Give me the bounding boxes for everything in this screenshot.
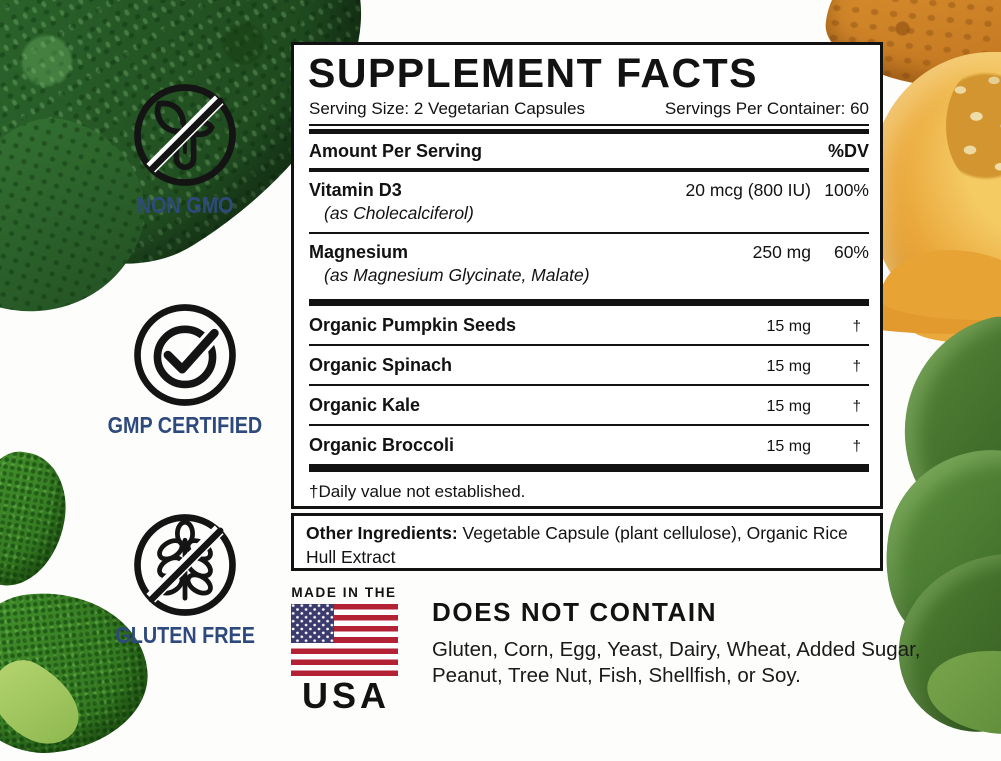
- ingredient-name: Organic Kale: [309, 395, 421, 416]
- badge-label: GMP CERTIFIED: [107, 412, 263, 438]
- servings-per-container: Servings Per Container: 60: [664, 99, 869, 119]
- does-not-contain-list: Gluten, Corn, Egg, Yeast, Dairy, Wheat, …: [432, 638, 921, 687]
- made-in-usa-badge: MADE IN THE USA: [284, 585, 404, 714]
- ingredient-dv: †: [852, 398, 861, 416]
- flag-canton: [290, 604, 334, 643]
- badge-non-gmo: NON GMO: [95, 78, 275, 219]
- broccoli-floret-photo: [0, 445, 76, 594]
- rule-medium: [309, 168, 869, 173]
- no-gmo-icon: [95, 78, 275, 192]
- serving-size: Serving Size: 2 Vegetarian Capsules: [309, 99, 585, 119]
- nutrient-amount: 20 mcg (800 IU): [685, 180, 811, 201]
- nutrient-amount: 250 mg: [752, 242, 811, 263]
- nutrient-name: Vitamin D3: [309, 180, 402, 201]
- rule-double: [309, 124, 869, 135]
- badge-label: GLUTEN FREE: [115, 622, 255, 648]
- other-ingredients-box: Other Ingredients: Vegetable Capsule (pl…: [291, 513, 883, 571]
- nutrient-detail: (as Magnesium Glycinate, Malate): [324, 265, 590, 286]
- badge-gluten-free: GLUTEN FREE: [95, 508, 275, 649]
- ingredient-name: Organic Spinach: [309, 355, 453, 376]
- nutrient-detail: (as Cholecalciferol): [324, 203, 474, 224]
- ingredient-row: Organic Broccoli 15 mg †: [309, 426, 869, 464]
- supplement-facts-panel: SUPPLEMENT FACTS Serving Size: 2 Vegetar…: [291, 42, 883, 509]
- no-gluten-icon: [95, 508, 275, 622]
- nutrient-row: Magnesium 250 mg 60% (as Magnesium Glyci…: [309, 234, 869, 299]
- other-ingredients-label: Other Ingredients:: [306, 523, 458, 543]
- amount-per-serving-header: Amount Per Serving: [309, 141, 483, 162]
- badge-label: NON GMO: [136, 192, 234, 218]
- rule-thin: [309, 424, 869, 427]
- ingredient-row: Organic Spinach 15 mg †: [309, 346, 869, 384]
- rule-thin: [309, 232, 869, 235]
- rule-thin: [309, 384, 869, 387]
- dv-footnote: †Daily value not established.: [309, 482, 526, 502]
- badge-gmp-certified: GMP CERTIFIED: [95, 298, 275, 439]
- usa-flag-icon: [290, 604, 398, 676]
- other-ingredients-text: Vegetable Capsule (plant cellulose), Org…: [306, 523, 848, 568]
- rule-thick: [309, 299, 869, 307]
- ingredient-row: Organic Kale 15 mg †: [309, 386, 869, 424]
- nutrient-row: Vitamin D3 20 mcg (800 IU) 100% (as Chol…: [309, 172, 869, 232]
- ingredient-name: Organic Broccoli: [309, 435, 455, 456]
- nutrient-dv: 100%: [824, 180, 869, 201]
- ingredient-name: Organic Pumpkin Seeds: [309, 315, 517, 336]
- ingredient-amount: 15 mg: [766, 438, 811, 456]
- ingredient-row: Organic Pumpkin Seeds 15 mg †: [309, 306, 869, 344]
- gmp-check-icon: [95, 298, 275, 412]
- does-not-contain-title: DOES NOT CONTAIN: [432, 597, 718, 627]
- rule-thin: [309, 344, 869, 347]
- ingredient-dv: †: [852, 438, 861, 456]
- usa-label: USA: [301, 675, 390, 716]
- ingredient-amount: 15 mg: [766, 398, 811, 416]
- rule-extra-thick: [309, 464, 869, 473]
- made-in-the-label: MADE IN THE: [291, 585, 397, 600]
- nutrient-dv: 60%: [833, 242, 869, 263]
- panel-title: SUPPLEMENT FACTS: [308, 50, 758, 96]
- ingredient-dv: †: [852, 358, 861, 376]
- does-not-contain-section: DOES NOT CONTAIN Gluten, Corn, Egg, Yeas…: [432, 597, 956, 689]
- ingredient-amount: 15 mg: [766, 318, 811, 336]
- dv-header: %DV: [827, 141, 869, 162]
- ingredient-amount: 15 mg: [766, 358, 811, 376]
- ingredient-dv: †: [852, 318, 861, 336]
- nutrient-name: Magnesium: [309, 242, 409, 263]
